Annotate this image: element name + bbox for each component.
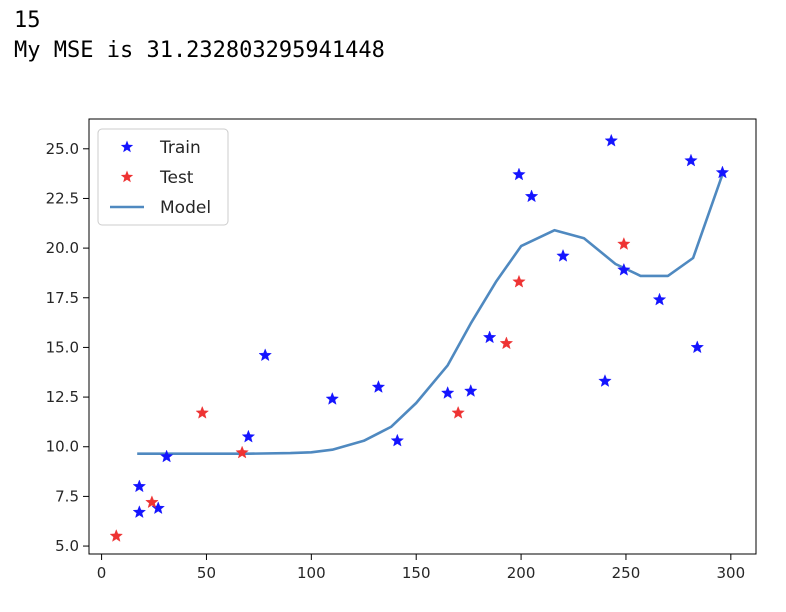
train-point <box>371 380 386 393</box>
x-tick-label: 200 <box>507 564 536 582</box>
train-point <box>159 449 174 463</box>
test-point <box>512 274 526 288</box>
epoch-count-text: 15 <box>14 8 41 33</box>
x-tick-label: 0 <box>97 564 107 582</box>
ticks-layer: 0 50 100 150 200 250 300 5.0 7.5 10.0 12.5 15.0 17.5… <box>46 140 746 582</box>
train-point <box>690 340 704 354</box>
y-tick-label: 15.0 <box>46 338 79 356</box>
test-point <box>109 529 123 542</box>
test-point <box>235 445 249 459</box>
train-point <box>652 292 667 306</box>
train-point <box>524 189 539 203</box>
y-tick-label: 7.5 <box>55 487 79 505</box>
train-point <box>325 392 340 405</box>
y-tick-label: 5.0 <box>55 537 79 555</box>
train-point <box>512 167 526 181</box>
legend-train-label: Train <box>159 138 201 158</box>
x-tick-label: 150 <box>402 564 431 582</box>
train-point <box>390 433 405 447</box>
train-point <box>715 165 730 179</box>
legend-test-swatch <box>120 170 134 183</box>
y-tick-label: 25.0 <box>46 140 79 158</box>
x-tick-label: 250 <box>612 564 641 582</box>
y-tick-label: 17.5 <box>46 289 79 307</box>
train-point <box>132 505 147 518</box>
y-tick-label: 20.0 <box>46 239 79 257</box>
train-point <box>440 386 455 399</box>
legend-model-label: Model <box>160 198 211 218</box>
x-tick-label: 50 <box>197 564 216 582</box>
train-point <box>556 248 570 262</box>
x-tick-label: 100 <box>297 564 326 582</box>
model-line <box>137 174 724 455</box>
train-point <box>464 384 478 397</box>
test-point <box>451 405 465 419</box>
train-point <box>258 348 272 362</box>
y-tick-label: 10.0 <box>46 438 79 456</box>
test-point <box>499 336 514 350</box>
legend: Train Test Model <box>97 128 229 226</box>
y-tick-label: 22.5 <box>46 189 79 207</box>
legend-test-label: Test <box>159 168 194 188</box>
train-point <box>482 330 497 344</box>
points-layer <box>109 133 730 542</box>
y-tick-label: 12.5 <box>46 388 79 406</box>
test-point <box>195 405 209 419</box>
train-point <box>684 153 698 167</box>
legend-train-swatch <box>120 140 134 153</box>
legend-box <box>97 128 229 226</box>
cell-output: 15 My MSE is 31.232803295941448 <box>14 6 385 66</box>
train-point <box>617 262 631 276</box>
train-point <box>604 133 618 147</box>
train-point <box>241 429 256 443</box>
test-point <box>145 495 159 509</box>
x-tick-label: 300 <box>717 564 746 582</box>
mse-text: My MSE is 31.232803295941448 <box>14 38 385 63</box>
train-point <box>598 374 612 387</box>
test-point <box>617 237 631 250</box>
model-line-layer <box>137 174 724 455</box>
train-point <box>132 479 147 493</box>
